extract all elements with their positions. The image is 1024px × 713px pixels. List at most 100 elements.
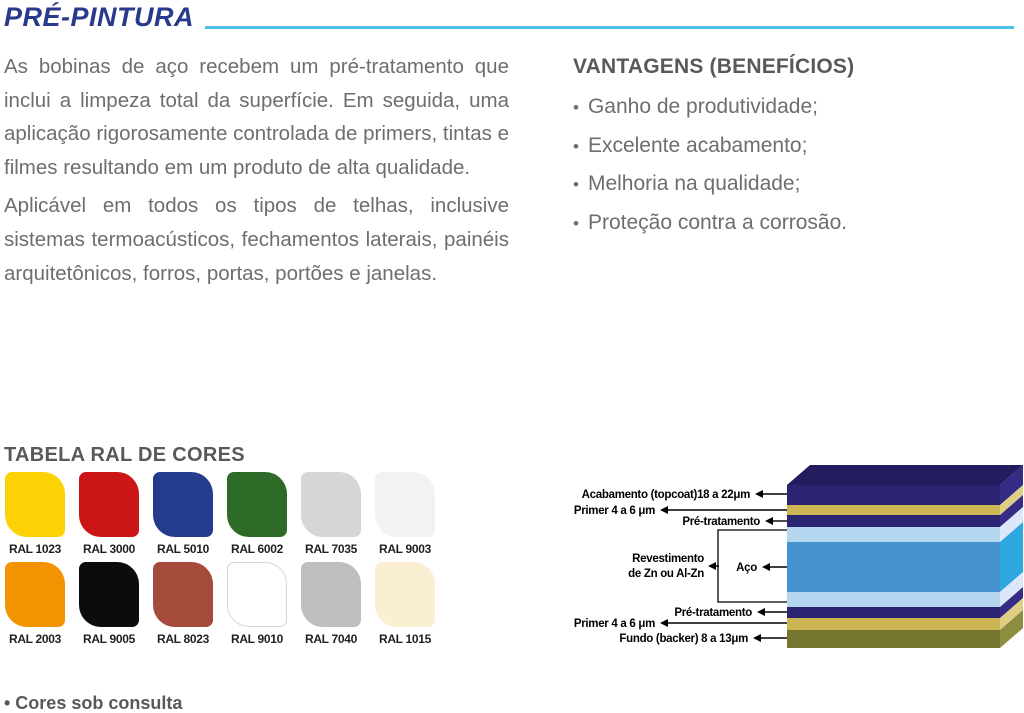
ral-cell: RAL 9003 bbox=[375, 472, 435, 556]
ral-swatch bbox=[153, 472, 213, 537]
ral-code-label: RAL 2003 bbox=[8, 632, 62, 646]
benefit-item: • Melhoria na qualidade; bbox=[573, 172, 1013, 196]
diagram-layer-front bbox=[787, 607, 1000, 618]
bullet-icon: • bbox=[573, 175, 579, 194]
coating-layers-diagram: Acabamento (topcoat)18 a 22μm Primer 4 a… bbox=[574, 465, 1023, 648]
arrow-left-icon bbox=[757, 608, 765, 616]
ral-cell: RAL 5010 bbox=[153, 472, 213, 556]
benefit-text: Excelente acabamento; bbox=[587, 133, 808, 157]
ral-code-label: RAL 8023 bbox=[156, 632, 210, 646]
diagram-layer-side bbox=[1000, 610, 1023, 648]
diagram-layer-front bbox=[787, 630, 1000, 648]
benefit-text: Melhoria na qualidade; bbox=[587, 172, 801, 195]
ral-table-heading: TABELA RAL DE CORES bbox=[4, 444, 245, 466]
ral-code-label: RAL 3000 bbox=[82, 542, 136, 556]
arrow-left-icon bbox=[755, 490, 763, 498]
diagram-labels: Acabamento (topcoat)18 a 22μm Primer 4 a… bbox=[574, 489, 761, 645]
diagram-layer-front bbox=[787, 515, 1000, 527]
layer-stack bbox=[787, 465, 1023, 648]
label-aco: Aço bbox=[736, 562, 757, 574]
benefit-item: • Proteção contra a corrosão. bbox=[573, 211, 1013, 235]
benefits-list: • Ganho de produtividade; • Excelente acaba… bbox=[573, 95, 1013, 235]
title-rule bbox=[205, 26, 1014, 29]
arrow-left-icon bbox=[753, 634, 761, 642]
label-primer-top: Primer 4 a 6 μm bbox=[574, 505, 655, 517]
ral-swatch bbox=[5, 562, 65, 627]
ral-swatch bbox=[79, 562, 139, 627]
ral-swatch bbox=[153, 562, 213, 627]
label-pretreat-bottom: Pré-tratamento bbox=[674, 607, 752, 619]
ral-cell: RAL 7035 bbox=[301, 472, 361, 556]
ral-code-label: RAL 9003 bbox=[378, 542, 432, 556]
ral-code-label: RAL 7035 bbox=[304, 542, 358, 556]
ral-swatch bbox=[301, 472, 361, 537]
ral-swatch bbox=[5, 472, 65, 537]
arrow-left-icon bbox=[660, 619, 668, 627]
arrow-left-icon bbox=[762, 563, 770, 571]
ral-swatch bbox=[301, 562, 361, 627]
ral-code-label: RAL 1015 bbox=[378, 632, 432, 646]
diagram-layer-side bbox=[1000, 572, 1023, 607]
ral-swatch bbox=[375, 472, 435, 537]
diagram-layer-front bbox=[787, 527, 1000, 542]
label-revestimento-2: de Zn ou Al-Zn bbox=[628, 568, 704, 580]
arrow-left-icon bbox=[765, 517, 773, 525]
intro-paragraph-1: As bobinas de aço recebem um pré-tratame… bbox=[4, 55, 509, 179]
ral-cell: RAL 2003 bbox=[5, 562, 65, 646]
ral-color-grid: RAL 1023 RAL 3000 RAL 5010 RAL 6002 RAL 7035… bbox=[5, 472, 435, 646]
bullet-icon: • bbox=[573, 136, 579, 156]
diagram-layer-side bbox=[1000, 495, 1023, 527]
label-revestimento-1: Revestimento bbox=[632, 553, 704, 565]
ral-code-label: RAL 7040 bbox=[304, 632, 358, 646]
diagram-layer-front bbox=[787, 505, 1000, 515]
ral-footnote: • Cores sob consulta bbox=[4, 693, 183, 713]
diagram-layer-front bbox=[787, 542, 1000, 592]
benefit-text: Proteção contra a corrosão. bbox=[587, 210, 848, 234]
diagram-layer-side bbox=[1000, 522, 1023, 592]
ral-code-label: RAL 9010 bbox=[230, 632, 284, 646]
ral-swatch bbox=[227, 472, 287, 537]
ral-cell: RAL 6002 bbox=[227, 472, 287, 556]
diagram-layer-front bbox=[787, 618, 1000, 630]
ral-code-label: RAL 9005 bbox=[82, 632, 136, 646]
label-topcoat: Acabamento (topcoat)18 a 22μm bbox=[582, 489, 750, 501]
ral-swatch bbox=[227, 562, 287, 627]
benefit-item: • Excelente acabamento; bbox=[573, 134, 1013, 158]
ral-code-label: RAL 1023 bbox=[8, 542, 62, 556]
diagram-layer-front bbox=[787, 592, 1000, 607]
ral-cell: RAL 8023 bbox=[153, 562, 213, 646]
diagram-layer-side bbox=[1000, 587, 1023, 618]
diagram-layer-side bbox=[1000, 485, 1023, 515]
ral-cell: RAL 7040 bbox=[301, 562, 361, 646]
ral-code-label: RAL 6002 bbox=[230, 542, 284, 556]
benefits-heading: VANTAGENS (BENEFÍCIOS) bbox=[573, 55, 855, 78]
benefit-text: Ganho de produtividade; bbox=[587, 95, 818, 118]
label-primer-bottom: Primer 4 a 6 μm bbox=[574, 618, 655, 630]
arrow-left-icon bbox=[708, 562, 716, 570]
ral-cell: RAL 9005 bbox=[79, 562, 139, 646]
intro-text: As bobinas de aço recebem um pré-tratame… bbox=[4, 50, 509, 295]
diagram-layer-side bbox=[1000, 465, 1023, 505]
intro-paragraph-2: Aplicável em todos os tipos de telhas, i… bbox=[4, 194, 509, 285]
diagram-layer-side bbox=[1000, 598, 1023, 630]
diagram-layer-side bbox=[1000, 507, 1023, 542]
diagram-layer-front bbox=[787, 485, 1000, 505]
ral-cell: RAL 3000 bbox=[79, 472, 139, 556]
arrow-left-icon bbox=[660, 506, 668, 514]
label-pretreat-top: Pré-tratamento bbox=[682, 516, 760, 528]
layer-top-face bbox=[787, 465, 1023, 485]
ral-code-label: RAL 5010 bbox=[156, 542, 210, 556]
bullet-icon: • bbox=[573, 98, 579, 117]
ral-cell: RAL 1023 bbox=[5, 472, 65, 556]
ral-swatch bbox=[375, 562, 435, 627]
diagram-connectors bbox=[660, 490, 787, 642]
label-backer: Fundo (backer) 8 a 13μm bbox=[619, 633, 748, 645]
bullet-icon: • bbox=[573, 213, 579, 233]
benefit-item: • Ganho de produtividade; bbox=[573, 95, 1013, 119]
ral-swatch bbox=[79, 472, 139, 537]
ral-cell: RAL 1015 bbox=[375, 562, 435, 646]
page-title: PRÉ-PINTURA bbox=[4, 2, 195, 32]
ral-cell: RAL 9010 bbox=[227, 562, 287, 646]
benefits-section: VANTAGENS (BENEFÍCIOS) • Ganho de produti… bbox=[573, 55, 1013, 249]
